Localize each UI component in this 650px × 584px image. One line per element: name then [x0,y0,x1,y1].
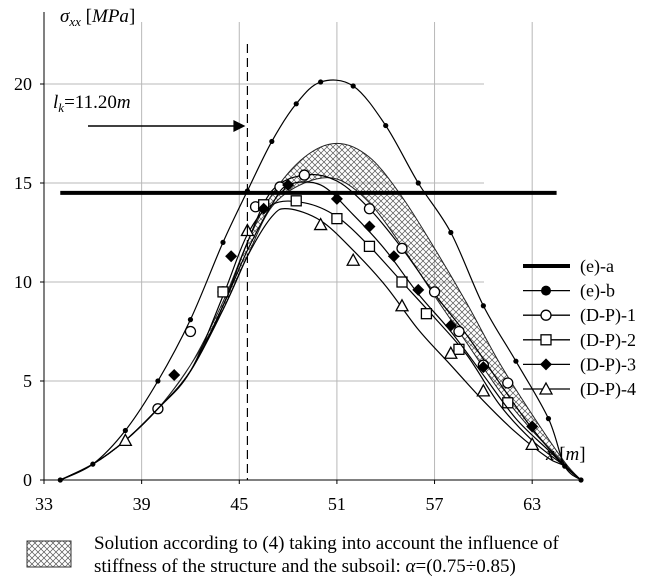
legend-item: (D-P)-3 [523,354,636,375]
tick-labels: 33 39 45 51 57 63 0 5 10 15 20 σxx [MPa] x [m] [14,6,586,514]
marker-dot [269,138,275,145]
marker-open-circle [184,325,197,338]
series-3 [60,169,582,481]
legend-item: (e)-b [523,281,615,302]
footer-line-2: stiffness of the structure and the subso… [94,555,650,578]
marker-dot [350,83,356,89]
marker-filled-diamond [387,250,400,263]
legend-item: (D-P)-4 [523,379,636,400]
marker-dot [415,180,421,186]
marker-filled-diamond [412,283,425,296]
marker-dot [545,416,552,422]
marker-open-square [363,240,376,253]
x-tick-label: 63 [523,494,541,514]
marker-dot [480,303,486,309]
marker-open-triangle [476,383,491,397]
marker-open-circle [453,325,465,338]
marker-open-square [290,195,302,207]
x-tick-label: 45 [230,494,248,514]
marker-open-triangle [538,381,554,395]
marker-filled-diamond [225,250,238,263]
x-tick-label: 33 [35,494,53,514]
stress-chart: 33 39 45 51 57 63 0 5 10 15 20 σxx [MPa] x [m] lk=11… [14,6,636,514]
series-line [60,207,582,481]
marker-open-square [217,286,229,298]
marker-dot [187,317,194,323]
y-tick-label: 10 [14,272,32,292]
x-tick-label: 57 [426,494,444,514]
series-4 [60,195,582,481]
footer-line-1: Solution according to (4) taking into ac… [94,533,559,554]
marker-filled-diamond [444,319,457,332]
marker-dot [448,229,454,236]
legend-label: (D-P)-1 [580,305,636,326]
legend-label: (e)-a [580,256,614,277]
footer-line-2-prefix: stiffness of the structure and the subso… [94,556,401,577]
marker-filled-diamond [282,178,295,191]
x-tick-label: 39 [133,494,151,514]
legend-label: (D-P)-3 [580,354,636,375]
marker-open-circle [298,169,311,181]
marker-open-square [331,212,343,225]
legend-label: (D-P)-2 [580,330,636,351]
marker-filled-diamond [540,358,552,371]
marker-filled-diamond [477,361,490,374]
legend-item: (D-P)-1 [523,305,636,326]
marker-filled-diamond [330,192,343,205]
y-axis-label: σxx [MPa] [60,6,135,29]
y-tick-label: 0 [23,470,32,490]
footer-note: Solution according to (4) taking into ac… [26,532,646,582]
marker-open-circle [363,203,376,215]
y-tick-label: 15 [14,173,32,193]
grid-lines [44,22,533,480]
alpha-value: =(0.75÷0.85) [415,556,516,577]
marker-open-square [420,308,433,320]
y-tick-label: 5 [23,371,32,391]
marker-open-triangle [118,433,133,447]
marker-dot [318,79,324,85]
marker-dot [155,378,161,384]
alpha-symbol: α [405,556,416,577]
marker-dot [293,101,299,107]
marker-open-square [396,276,408,288]
data-series [57,79,584,483]
marker-dot [513,358,519,364]
y-tick-label: 20 [14,74,32,94]
marker-open-square [502,397,514,409]
marker-open-triangle [313,217,328,231]
lk-label: lk=11.20m [53,92,131,115]
series-2 [57,79,584,483]
marker-dot [383,122,389,129]
marker-dot [220,239,226,245]
marker-filled-diamond [363,220,376,233]
marker-filled-diamond [257,202,270,215]
marker-open-circle [540,309,552,321]
legend: (e)-a (e)-b (D-P)-1 (D-P)-2 (D-P)-3 (D-P)-4 [523,256,636,400]
legend-item: (D-P)-2 [523,330,636,351]
footer-text: Solution according to (4) taking into ac… [94,532,650,578]
marker-open-circle [502,377,514,389]
marker-open-triangle [346,252,361,266]
marker-open-circle [428,286,441,298]
marker-open-triangle [525,437,540,451]
lk-arrow-head [233,120,246,132]
legend-label: (D-P)-4 [580,379,636,400]
marker-filled-diamond [168,369,181,382]
legend-label: (e)-b [580,281,615,302]
marker-open-square [540,334,552,346]
marker-open-circle [396,242,408,254]
marker-filled-diamond [526,420,539,433]
marker-dot [122,427,128,434]
x-axis-label: x [m] [545,444,586,465]
legend-item: (e)-a [523,256,614,277]
axes [43,12,581,481]
series-6 [60,207,582,481]
marker-dot [541,285,551,296]
hatch-swatch-icon [26,540,72,568]
lk-annotation: lk=11.20m [53,44,249,480]
marker-open-triangle [394,298,410,312]
x-tick-label: 51 [328,494,346,514]
marker-open-triangle [443,345,458,359]
